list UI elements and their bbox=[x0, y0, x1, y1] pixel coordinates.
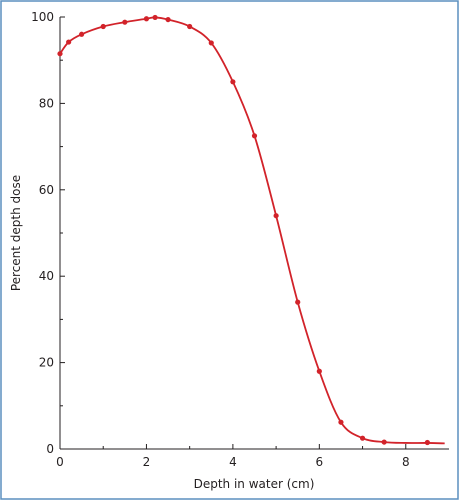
data-point bbox=[208, 40, 214, 46]
data-point bbox=[152, 14, 158, 21]
data-point bbox=[316, 368, 322, 374]
y-axis-title: Percent depth dose bbox=[9, 175, 23, 291]
y-tick-label: 40 bbox=[39, 269, 54, 283]
x-tick-label: 4 bbox=[229, 455, 237, 469]
data-point bbox=[187, 23, 193, 30]
data-point bbox=[143, 16, 150, 22]
series-layer bbox=[57, 14, 445, 446]
data-point bbox=[165, 16, 171, 23]
data-point bbox=[79, 31, 85, 37]
data-point bbox=[57, 51, 63, 57]
data-point bbox=[359, 435, 366, 441]
data-point bbox=[100, 23, 106, 30]
x-ticks: 0 2 4 6 8 bbox=[56, 444, 410, 469]
x-axis-title: Depth in water (cm) bbox=[194, 477, 315, 491]
y-ticks: 0 20 40 60 80 100 bbox=[31, 10, 65, 456]
data-point bbox=[424, 439, 430, 446]
x-tick-label: 6 bbox=[316, 455, 324, 469]
x-tick-label: 2 bbox=[143, 455, 151, 469]
x-tick-label: 0 bbox=[56, 455, 64, 469]
data-point bbox=[230, 79, 236, 85]
data-point bbox=[295, 299, 301, 305]
data-point bbox=[381, 439, 387, 445]
data-point bbox=[338, 419, 344, 425]
y-tick-label: 20 bbox=[39, 356, 54, 370]
dose-curve-line bbox=[59, 16, 445, 445]
y-tick-label: 100 bbox=[31, 10, 54, 24]
data-point bbox=[66, 39, 72, 45]
y-tick-label: 60 bbox=[39, 183, 54, 197]
y-tick-label: 0 bbox=[46, 442, 54, 456]
data-point bbox=[273, 213, 279, 219]
data-point bbox=[251, 133, 258, 139]
data-point bbox=[122, 19, 128, 25]
x-tick-label: 8 bbox=[402, 455, 410, 469]
y-tick-label: 80 bbox=[39, 96, 54, 110]
